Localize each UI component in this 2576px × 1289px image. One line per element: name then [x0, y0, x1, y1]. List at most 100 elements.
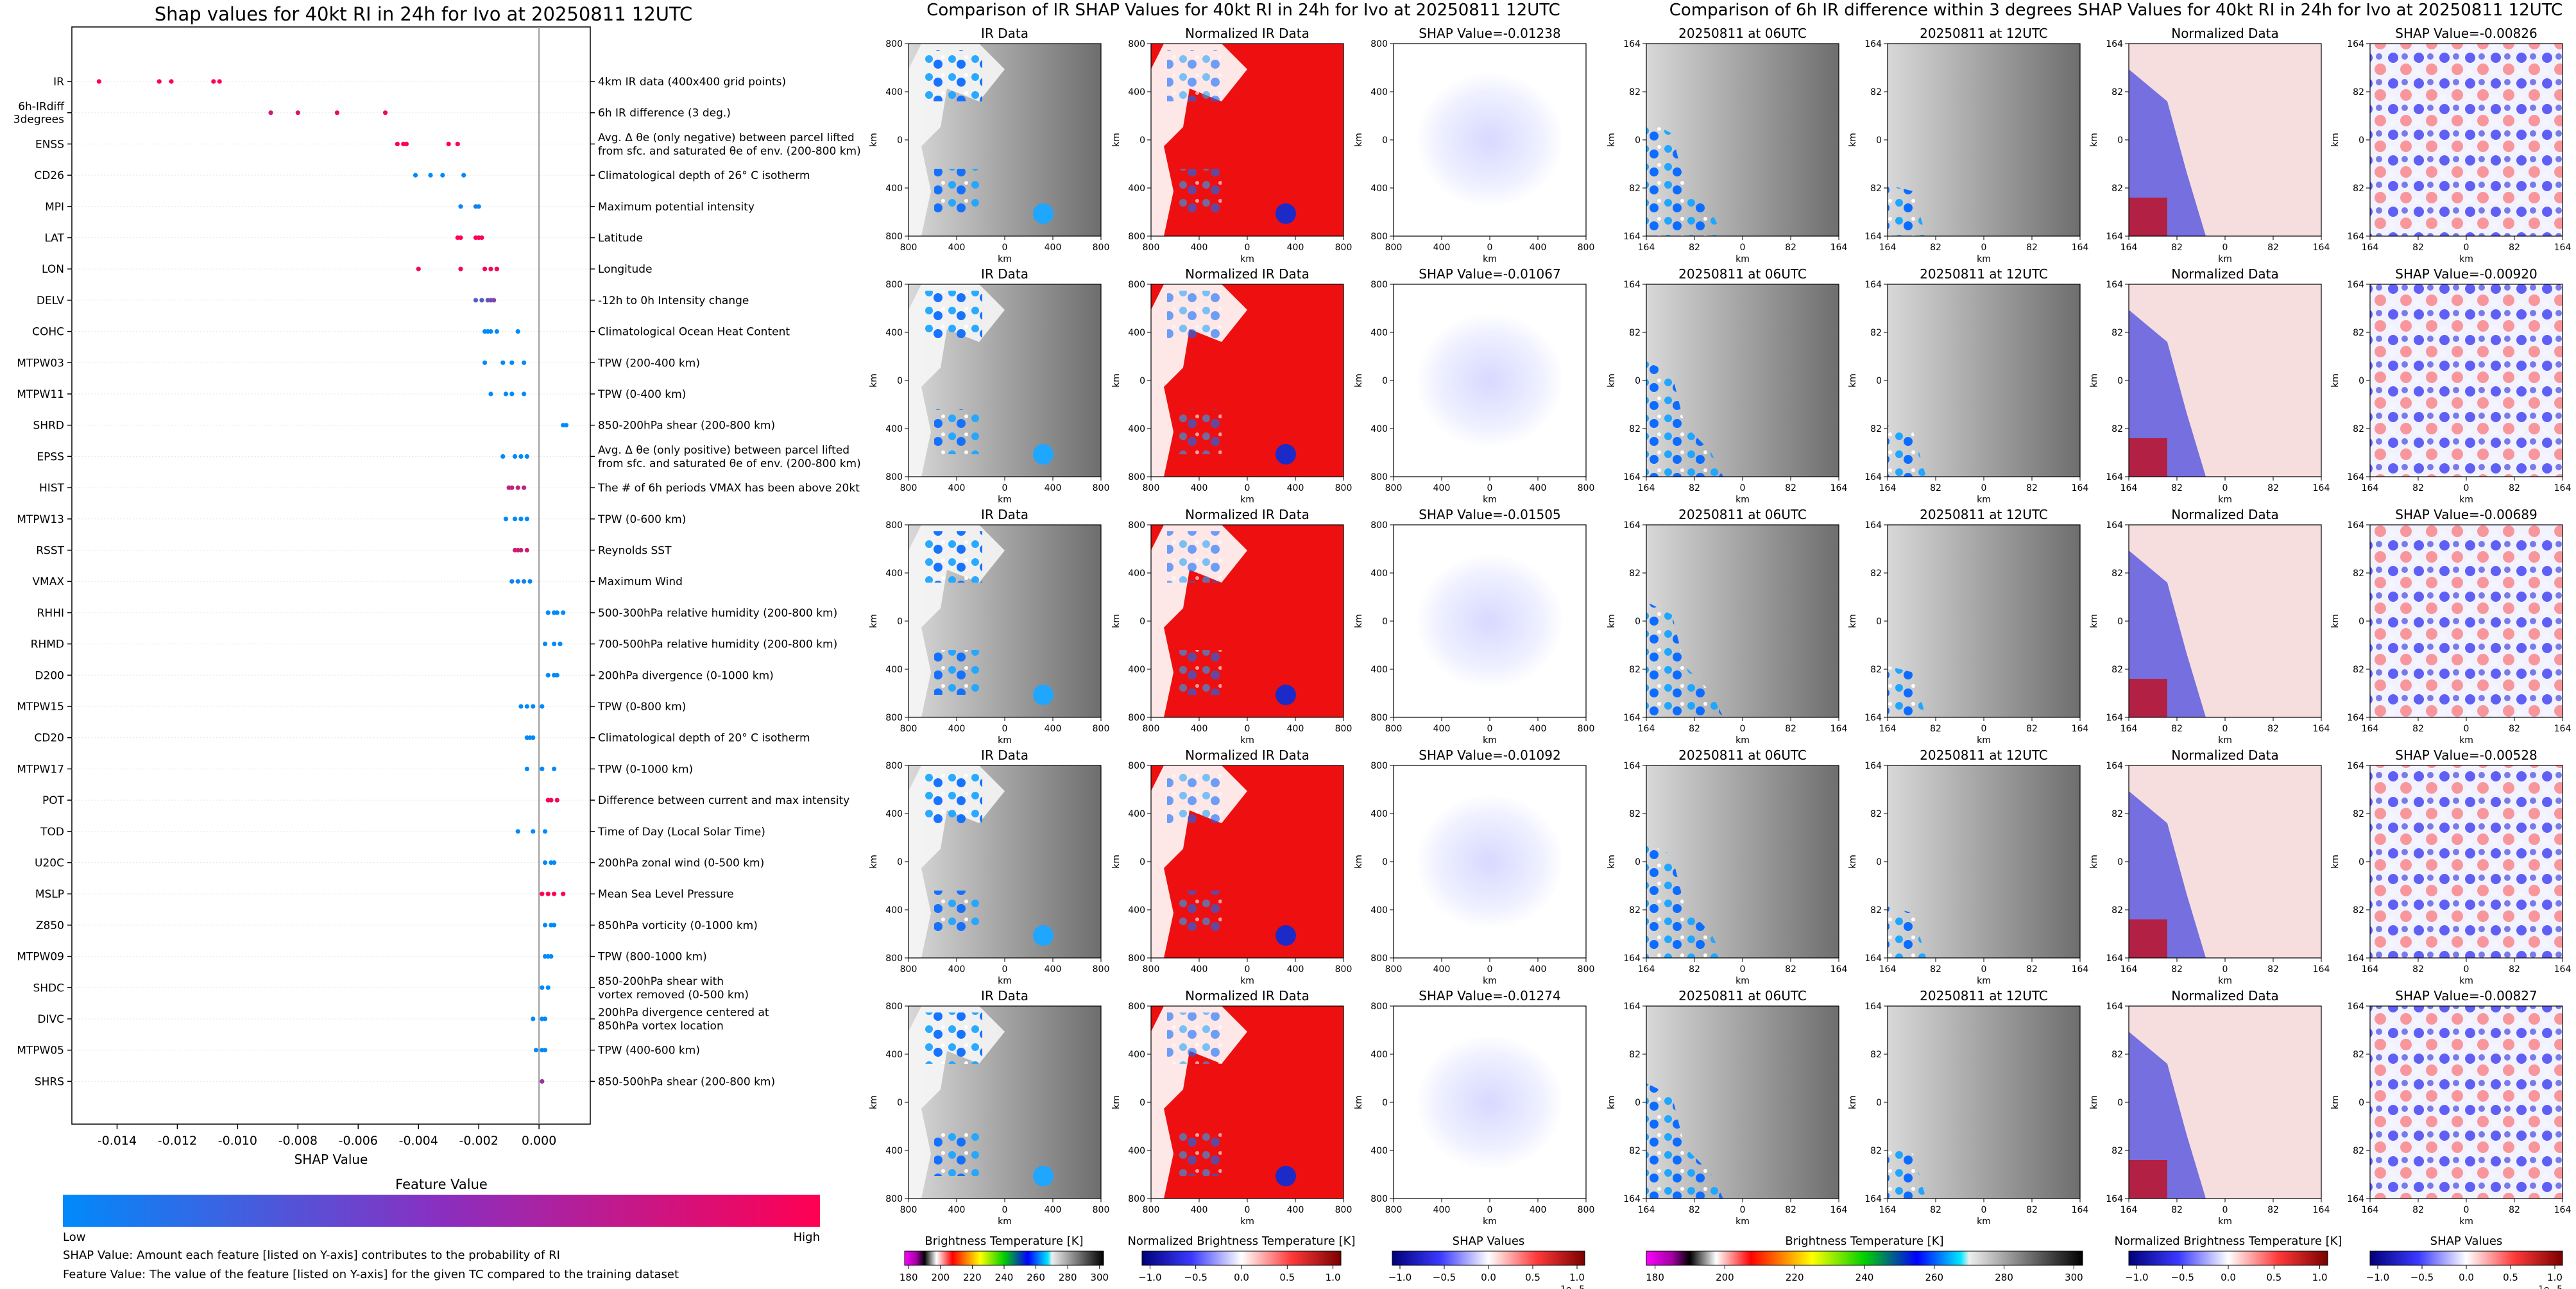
shap-point — [509, 579, 515, 584]
x-tick-label: 800 — [900, 724, 917, 734]
cold-cloud-region — [1646, 602, 1723, 717]
x-tick-label: 164 — [2120, 243, 2138, 253]
x-tick-label: 82 — [1689, 243, 1700, 253]
x-tick-label: 82 — [1785, 1205, 1796, 1215]
shap-point — [515, 579, 520, 584]
x-tick-label: 800 — [1143, 1205, 1160, 1215]
feature-description: Difference between current and max inten… — [598, 794, 849, 807]
y-tick-label: 164 — [1864, 39, 1882, 49]
brightness-colorbar-tick-label: 260 — [1027, 1272, 1045, 1283]
y-tick-label: 400 — [1370, 1146, 1388, 1156]
x-tick-label: 400 — [1191, 1205, 1208, 1215]
y-tick-label: 82 — [2111, 328, 2123, 338]
x-tick-label: 0 — [1981, 243, 1987, 253]
shap-point — [561, 610, 566, 615]
x-axis-label: km — [998, 735, 1012, 746]
diff-brightness-colorbar-tick-label: 220 — [1786, 1272, 1804, 1283]
y-tick-label: 400 — [885, 568, 903, 579]
feature-description: Latitude — [598, 232, 643, 245]
diff-shap-colorbar-tick-label: −0.5 — [2410, 1272, 2434, 1283]
normalized-ir-image — [1150, 284, 1344, 477]
x-tick-label: 0 — [1245, 964, 1250, 975]
y-tick-label: 164 — [2347, 520, 2364, 531]
x-tick-label: 164 — [1830, 964, 1848, 975]
shap-diff-field — [2370, 525, 2563, 717]
shap-point — [295, 110, 300, 115]
y-tick-label: 82 — [1870, 184, 1882, 194]
x-tick-label: 0 — [1245, 1205, 1250, 1215]
y-tick-label: 800 — [1370, 280, 1388, 290]
x-tick-label: 800 — [1385, 724, 1403, 734]
shap-colorbar-label: SHAP Values — [1453, 1234, 1525, 1248]
x-tick-label: 0 — [1245, 483, 1250, 493]
shap-point — [461, 173, 466, 178]
y-tick-label: 800 — [1370, 1194, 1388, 1204]
y-axis-label: km — [1607, 855, 1617, 869]
feature-description: from sfc. and saturated θe of env. (200-… — [598, 145, 861, 158]
y-tick-label: 0 — [2117, 617, 2123, 627]
y-tick-label: 82 — [1629, 184, 1641, 194]
x-tick-label: 0 — [1487, 243, 1493, 253]
x-tick-label: 82 — [1930, 964, 1941, 975]
y-axis-label: km — [1111, 373, 1122, 388]
normalized-ir-image — [1150, 524, 1344, 718]
negative-region — [2129, 69, 2206, 236]
feature-name: Z850 — [36, 919, 64, 932]
brightness-colorbar-tick-label: 200 — [931, 1272, 950, 1283]
shap-point — [413, 173, 418, 178]
y-tick-label: 400 — [885, 424, 903, 434]
y-tick-label: 800 — [1370, 761, 1388, 771]
y-axis-label: km — [1111, 614, 1122, 628]
feature-name: SHRD — [33, 420, 64, 432]
shap-value-title: SHAP Value=-0.00689 — [2395, 507, 2537, 522]
y-axis-label: km — [1111, 855, 1122, 869]
x-tick-label: 800 — [1385, 483, 1403, 493]
x-tick-label: 82 — [1930, 724, 1941, 734]
shap-colorbar-tick-label: 0.5 — [1525, 1272, 1540, 1283]
y-axis-label: km — [1607, 1095, 1617, 1109]
x-axis-label: km — [1240, 1216, 1254, 1227]
cold-cloud-tops — [1167, 531, 1225, 583]
ir-image — [908, 765, 1102, 959]
x-tick-label: 164 — [2554, 724, 2572, 734]
y-tick-label: 82 — [1629, 328, 1641, 338]
x-tick-label: 400 — [948, 964, 966, 975]
panel-title: Normalized IR Data — [1185, 507, 1309, 522]
y-tick-label: 800 — [1128, 232, 1145, 242]
x-tick-label: -0.008 — [278, 1134, 318, 1148]
ir-image — [908, 1005, 1102, 1199]
panel-title: Normalized Data — [2171, 26, 2279, 41]
feature-description: -12h to 0h Intensity change — [598, 295, 749, 307]
normalized-colorbar-label: Normalized Brightness Temperature [K] — [1128, 1234, 1356, 1248]
panel-title: 20250811 at 06UTC — [1678, 507, 1807, 522]
y-tick-label: 82 — [2353, 1146, 2364, 1156]
x-tick-label: 400 — [1191, 964, 1208, 975]
ir-diff-field — [1888, 1006, 2080, 1199]
normalized-colorbar-tick-label: 1.0 — [1326, 1272, 1341, 1283]
y-axis-label: km — [2330, 1095, 2341, 1109]
x-tick-label: 164 — [1638, 243, 1655, 253]
shap-point — [458, 266, 463, 271]
y-tick-label: 164 — [1864, 713, 1882, 723]
x-tick-label: 164 — [2362, 243, 2379, 253]
shap-point — [552, 642, 557, 647]
colorbar-low-label: Low — [63, 1231, 85, 1244]
x-tick-label: 164 — [2072, 1205, 2089, 1215]
y-tick-label: 0 — [1635, 617, 1641, 627]
x-axis-label: km — [2218, 735, 2232, 746]
y-tick-label: 0 — [2358, 135, 2364, 146]
y-tick-label: 800 — [1128, 472, 1145, 482]
y-tick-label: 0 — [1139, 376, 1145, 386]
x-tick-label: 82 — [1930, 243, 1941, 253]
y-tick-label: 800 — [1128, 953, 1145, 964]
x-tick-label: 82 — [2412, 964, 2424, 975]
normalized-colorbar — [1141, 1251, 1342, 1266]
x-tick-label: 400 — [1045, 243, 1062, 253]
y-tick-label: 400 — [1128, 568, 1145, 579]
y-tick-label: 400 — [1370, 665, 1388, 675]
y-tick-label: 0 — [897, 857, 903, 867]
x-tick-label: 164 — [1638, 483, 1655, 493]
x-tick-label: 164 — [2362, 483, 2379, 493]
shap-point — [540, 704, 545, 709]
shap-point — [473, 298, 479, 303]
